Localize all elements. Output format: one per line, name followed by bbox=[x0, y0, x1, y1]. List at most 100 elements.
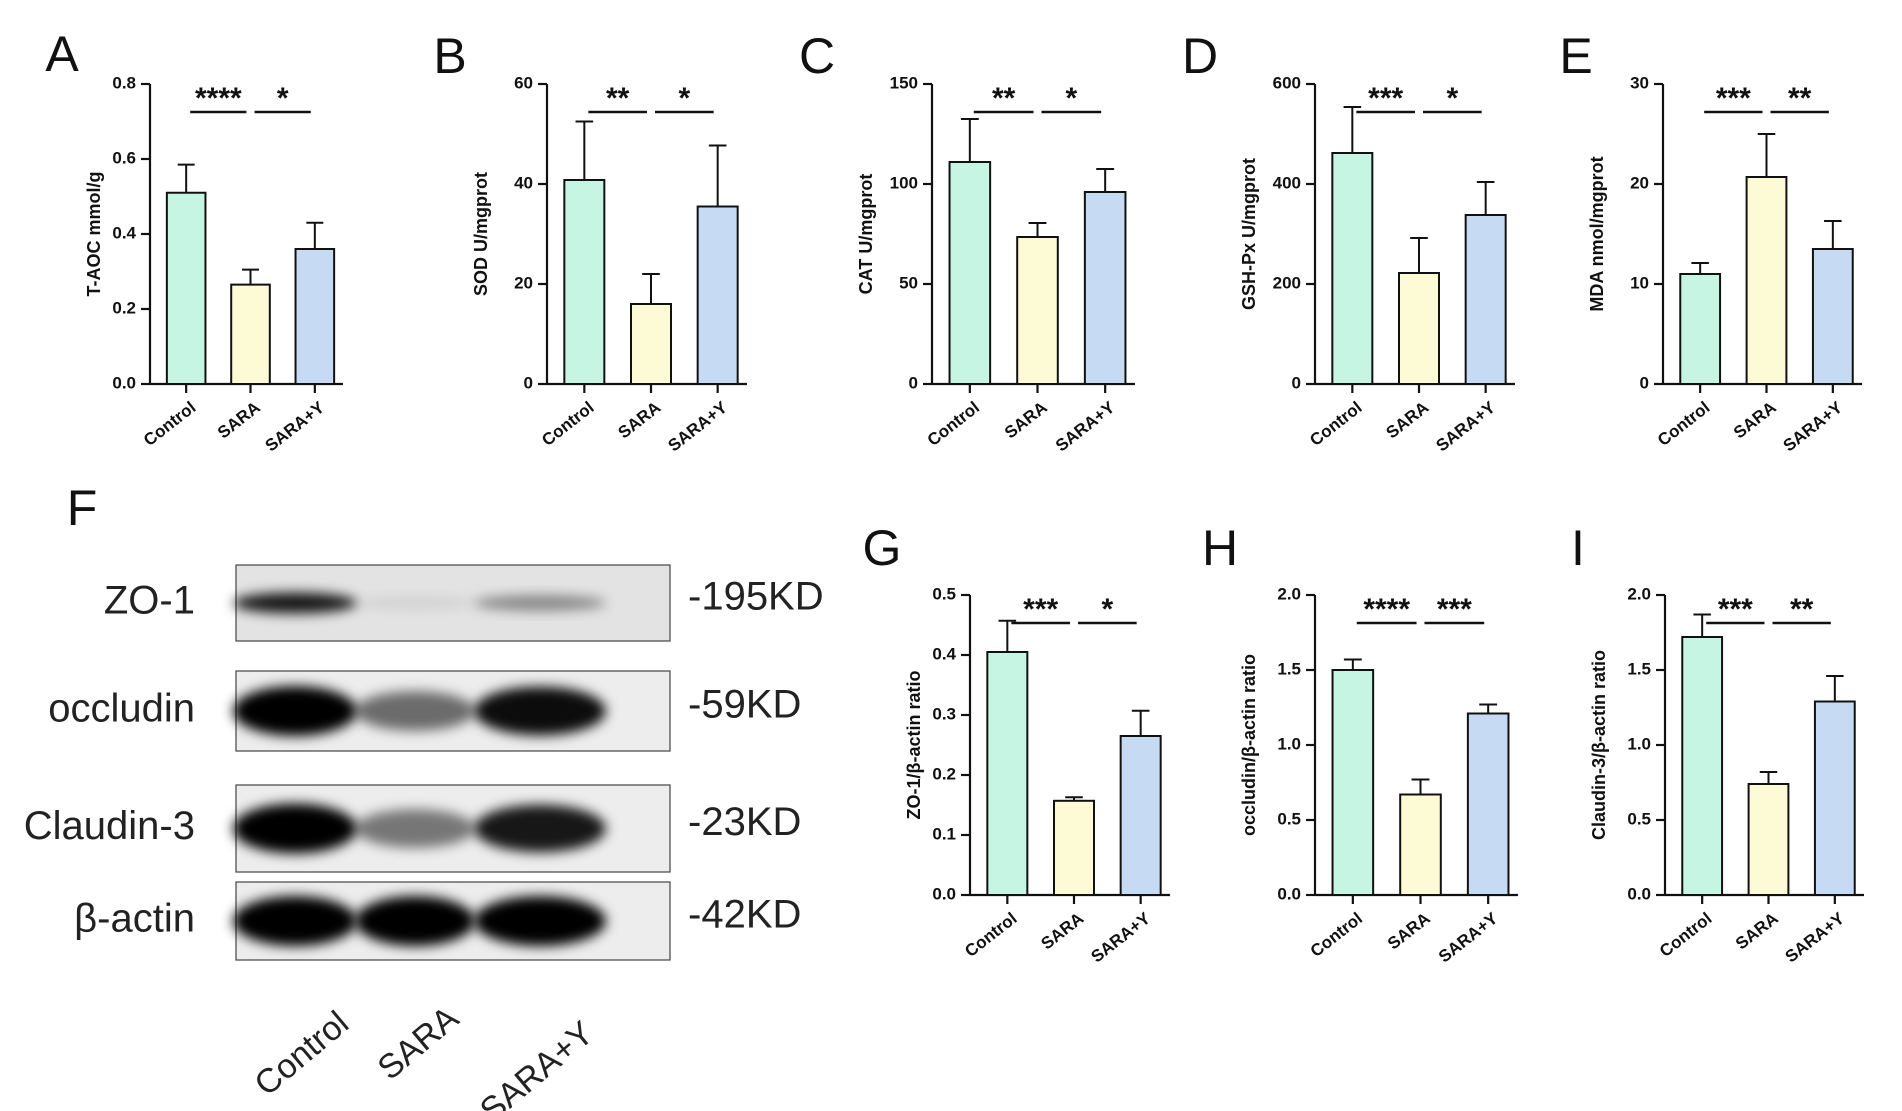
y-tick-label: 0.5 bbox=[1277, 809, 1301, 828]
y-tick-label: 0.6 bbox=[112, 148, 136, 167]
significance-label: ** bbox=[1788, 82, 1812, 115]
y-axis-label: SOD U/mgprot bbox=[471, 172, 491, 296]
blot-band bbox=[233, 592, 357, 614]
molecular-weight-label: -195KD bbox=[688, 575, 824, 619]
y-axis-label: Claudin-3/β-actin ratio bbox=[1589, 650, 1609, 840]
y-tick-label: 0.5 bbox=[1627, 809, 1651, 828]
significance-label: * bbox=[1446, 82, 1458, 115]
blot-band bbox=[233, 803, 357, 854]
lane-label: SARA+Y bbox=[473, 1014, 601, 1111]
bar-sara-y bbox=[1813, 700, 1856, 896]
blot-row-zo-1: ZO-1 -195KD bbox=[104, 564, 824, 642]
bar-sara bbox=[1399, 793, 1442, 896]
y-tick-label: 0 bbox=[524, 373, 533, 392]
significance-label: *** bbox=[1368, 82, 1403, 115]
bar-sara-y bbox=[1466, 712, 1510, 896]
blot-row-claudin-3: Claudin-3 -23KD bbox=[24, 784, 801, 873]
western-blot-panel: FZO-1 -195KD occludin -59KD Claudin-3 -23KD β-… bbox=[24, 480, 824, 1111]
panel-letter: G bbox=[863, 520, 902, 576]
bar-sara-y bbox=[1083, 191, 1127, 385]
bar-sara bbox=[1398, 272, 1440, 385]
y-axis-label: T-AOC mmol/g bbox=[84, 172, 104, 297]
significance-label: *** bbox=[1023, 593, 1058, 626]
panel-letter: B bbox=[433, 28, 466, 84]
y-tick-label: 0.2 bbox=[112, 298, 136, 317]
y-tick-label: 200 bbox=[1273, 273, 1301, 292]
category-label: SARA+Y bbox=[1435, 908, 1502, 966]
category-label: SARA bbox=[214, 398, 264, 443]
blot-band bbox=[474, 686, 606, 736]
y-tick-label: 0.0 bbox=[932, 884, 956, 903]
blot-band bbox=[355, 809, 475, 848]
significance-label: *** bbox=[1716, 82, 1751, 115]
y-axis-label: GSH-Px U/mgprot bbox=[1239, 158, 1259, 310]
significance-label: * bbox=[1065, 82, 1077, 115]
y-tick-label: 0.4 bbox=[932, 644, 956, 663]
bar-control bbox=[1679, 273, 1722, 385]
bar-sara bbox=[1053, 799, 1095, 896]
chart-panel-g: G 0.0 0.1 0.2 0.3 0.4 0.5 ZO-1/β-actin ratio Con… bbox=[863, 520, 1170, 966]
blot-band bbox=[233, 896, 357, 946]
panel-letter: E bbox=[1559, 28, 1592, 84]
bar-control bbox=[165, 191, 207, 385]
protein-label: Claudin-3 bbox=[24, 804, 195, 848]
chart-panel-a: A 0.0 0.2 0.4 0.6 0.8 T-AOC mmol/g Control SARAS… bbox=[45, 26, 343, 455]
molecular-weight-label: -42KD bbox=[688, 893, 801, 937]
y-tick-label: 0.2 bbox=[932, 764, 956, 783]
y-tick-label: 0.3 bbox=[932, 704, 956, 723]
category-label: SARA+Y bbox=[1782, 908, 1849, 966]
significance-label: *** bbox=[1437, 593, 1472, 626]
bar-control bbox=[1331, 152, 1374, 385]
y-tick-label: 400 bbox=[1273, 173, 1301, 192]
y-tick-label: 1.0 bbox=[1627, 734, 1651, 753]
bar-sara-y bbox=[294, 248, 336, 385]
panel-letter: D bbox=[1182, 28, 1218, 84]
category-label: Control bbox=[1307, 909, 1366, 961]
category-label: Control bbox=[1654, 398, 1713, 450]
bar-sara-y bbox=[1119, 735, 1162, 896]
significance-label: **** bbox=[195, 82, 242, 115]
blot-row-occludin: occludin -59KD bbox=[48, 670, 801, 752]
y-tick-label: 0.5 bbox=[932, 584, 956, 603]
bar-control bbox=[948, 161, 992, 385]
chart-panel-d: D 0 200 400 600 GSH-Px U/mgprot Control SARA SAR… bbox=[1182, 28, 1515, 455]
y-tick-label: 0 bbox=[909, 373, 918, 392]
panel-letter: F bbox=[67, 480, 98, 536]
y-tick-label: 1.5 bbox=[1277, 659, 1301, 678]
y-tick-label: 0.0 bbox=[112, 373, 136, 392]
significance-label: ** bbox=[606, 82, 630, 115]
lane-label: Control bbox=[248, 1004, 356, 1104]
y-tick-label: 1.5 bbox=[1627, 659, 1651, 678]
bar-sara bbox=[230, 283, 271, 385]
bar-sara-y bbox=[1464, 214, 1507, 385]
significance-label: * bbox=[678, 82, 690, 115]
blot-band bbox=[474, 896, 606, 946]
category-label: SARA+Y bbox=[664, 397, 731, 455]
category-label: Control bbox=[961, 909, 1020, 961]
significance-label: ** bbox=[992, 82, 1016, 115]
blot-band bbox=[474, 594, 606, 612]
category-label: SARA bbox=[1732, 909, 1782, 954]
category-label: SARA+Y bbox=[262, 397, 329, 455]
y-tick-label: 20 bbox=[514, 273, 533, 292]
category-label: SARA+Y bbox=[1432, 397, 1499, 455]
chart-panel-h: H 0.0 0.5 1.0 1.5 2.0 occludin/β-actin ratio Co… bbox=[1202, 520, 1518, 966]
category-label: SARA+Y bbox=[1087, 908, 1154, 966]
chart-panel-e: E 0 10 20 30 MDA nmol/mgprot Control SARA SARA+Y… bbox=[1559, 28, 1862, 455]
bar-control bbox=[1681, 636, 1724, 896]
category-label: SARA bbox=[615, 398, 665, 443]
y-tick-label: 30 bbox=[1630, 73, 1649, 92]
y-axis-label: ZO-1/β-actin ratio bbox=[904, 670, 924, 819]
category-label: SARA+Y bbox=[1052, 397, 1119, 455]
y-tick-label: 40 bbox=[514, 173, 533, 192]
category-label: Control bbox=[924, 398, 983, 450]
y-tick-label: 20 bbox=[1630, 173, 1649, 192]
panel-letter: C bbox=[799, 28, 835, 84]
y-tick-label: 0.0 bbox=[1627, 884, 1651, 903]
y-tick-label: 0.8 bbox=[112, 73, 136, 92]
category-label: SARA bbox=[1730, 398, 1780, 443]
category-label: Control bbox=[1656, 909, 1715, 961]
y-tick-label: 0 bbox=[1292, 373, 1301, 392]
y-axis-label: MDA nmol/mgprot bbox=[1587, 156, 1607, 311]
